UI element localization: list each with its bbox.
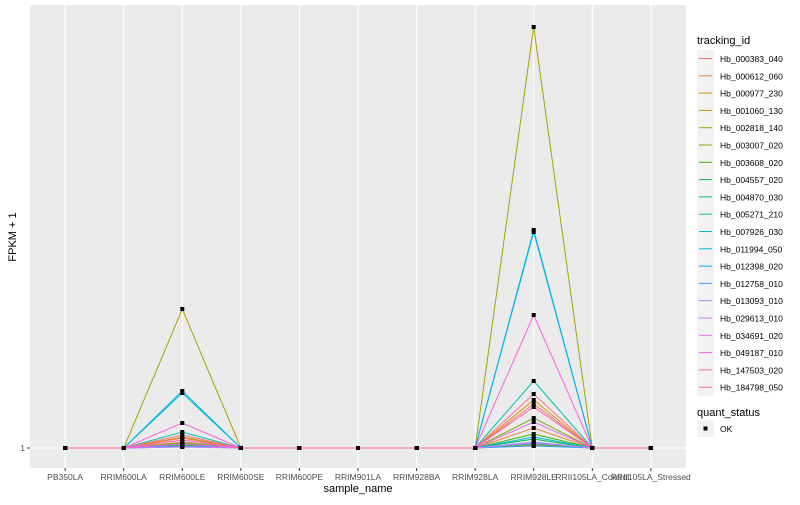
- legend-item: Hb_011994_050: [697, 240, 783, 258]
- y-tick-label: 1: [20, 443, 25, 453]
- data-point: [63, 446, 68, 450]
- x-tick-label: RRII105LA_Control: [555, 472, 629, 482]
- legend-item: Hb_002818_140: [697, 119, 783, 137]
- x-tick-label: RRII105LA_Stressed: [611, 472, 691, 482]
- legend-item: Hb_000383_040: [697, 50, 783, 67]
- legend-item: Hb_049187_010: [697, 344, 783, 362]
- data-point: [531, 416, 536, 420]
- data-point: [531, 435, 536, 439]
- legend-label: Hb_184798_050: [720, 383, 783, 393]
- x-tick-label: RRIM600PE: [276, 472, 324, 482]
- grid: [30, 5, 686, 468]
- x-tick-label: RRIM600LA: [101, 472, 148, 482]
- legend-label: Hb_029613_010: [720, 314, 783, 324]
- legend-item: Hb_184798_050: [697, 378, 783, 396]
- legend-label: Hb_012758_010: [720, 279, 783, 289]
- x-axis: PB350LA RRIM600LA RRIM600LE RRIM600SE RRIM60…: [47, 468, 691, 482]
- data-point: [531, 398, 536, 402]
- data-point: [356, 446, 360, 450]
- shape-legend: quant_status OK: [697, 407, 760, 437]
- legend-item: Hb_013093_010: [697, 292, 783, 310]
- legend-label: Hb_007926_030: [720, 227, 783, 237]
- legend-label: Hb_000612_060: [720, 71, 783, 81]
- legend-label: Hb_012398_020: [720, 262, 783, 272]
- data-point: [531, 444, 536, 448]
- legend-item: Hb_004557_020: [697, 171, 783, 189]
- legend-item: Hb_000977_230: [697, 84, 783, 102]
- legend-item: Hb_012398_020: [697, 257, 783, 275]
- legend-item: Hb_029613_010: [697, 309, 783, 327]
- x-axis-label: sample_name: [323, 483, 392, 495]
- data-point: [590, 446, 595, 450]
- legend-item: Hb_001060_130: [697, 101, 783, 119]
- y-axis-label: FPKM + 1: [7, 212, 19, 261]
- data-point: [414, 446, 419, 450]
- data-point: [297, 446, 302, 450]
- data-point: [531, 392, 536, 396]
- data-point: [180, 442, 185, 446]
- legend-label: Hb_002818_140: [720, 123, 783, 133]
- data-point: [531, 379, 536, 383]
- legend: tracking_id Hb_000383_040 Hb_000612_060 Hb…: [697, 35, 783, 396]
- data-point: [238, 446, 243, 450]
- data-point: [180, 430, 185, 434]
- legend-label: Hb_003007_020: [720, 141, 783, 151]
- data-point: [648, 446, 653, 450]
- legend-label: Hb_004870_030: [720, 192, 783, 202]
- legend-item: Hb_012758_010: [697, 274, 783, 292]
- data-point: [531, 25, 536, 29]
- data-point: [473, 446, 478, 450]
- x-tick-label: RRIM928LE: [511, 472, 558, 482]
- legend-label: Hb_005271_210: [720, 210, 783, 220]
- data-point: [531, 432, 536, 436]
- legend-label: Hb_147503_020: [720, 365, 783, 375]
- data-point: [531, 405, 536, 409]
- data-point: [531, 441, 536, 445]
- legend-item: Hb_147503_020: [697, 361, 783, 379]
- x-tick-label: RRIM928LA: [452, 472, 499, 482]
- legend-label: Hb_001060_130: [720, 106, 783, 116]
- legend-item: Hb_003007_020: [697, 136, 783, 154]
- legend-item: Hb_007926_030: [697, 223, 783, 240]
- x-tick-label: RRIM600LE: [159, 472, 206, 482]
- data-point: [531, 420, 536, 424]
- data-point: [531, 313, 536, 317]
- data-point: [180, 445, 185, 449]
- data-point: [531, 402, 536, 406]
- legend-item: Hb_005271_210: [697, 205, 783, 223]
- x-tick-label: RRIM600SE: [217, 472, 265, 482]
- legend-label: Hb_049187_010: [720, 348, 783, 358]
- square-point-icon: [703, 426, 708, 431]
- legend-label: Hb_011994_050: [720, 244, 783, 254]
- data-point: [531, 426, 536, 430]
- data-point: [180, 438, 185, 442]
- data-points: [63, 25, 653, 450]
- legend-label: Hb_000383_040: [720, 54, 783, 64]
- legend-label: Hb_034691_020: [720, 331, 783, 341]
- data-point: [180, 433, 185, 437]
- legend-title: tracking_id: [697, 35, 750, 47]
- data-point: [180, 421, 185, 425]
- legend-item: Hb_000612_060: [697, 67, 783, 85]
- x-tick-label: RRIM901LA: [335, 472, 382, 482]
- legend-label: Hb_003608_020: [720, 158, 783, 168]
- x-tick-label: RRIM928BA: [393, 472, 441, 482]
- shape-legend-title: quant_status: [697, 407, 760, 419]
- legend-item: Hb_034691_020: [697, 326, 783, 344]
- legend-label: Hb_013093_010: [720, 296, 783, 306]
- data-point: [121, 446, 126, 450]
- legend-item: Hb_003608_020: [697, 153, 783, 171]
- data-point: [180, 307, 185, 311]
- data-point: [180, 389, 185, 393]
- shape-legend-label: OK: [720, 424, 733, 434]
- legend-label: Hb_004557_020: [720, 175, 783, 185]
- legend-label: Hb_000977_230: [720, 89, 783, 99]
- y-axis: 1: [20, 443, 30, 453]
- x-tick-label: PB350LA: [47, 472, 83, 482]
- legend-item: Hb_004870_030: [697, 188, 783, 206]
- data-point: [531, 228, 536, 232]
